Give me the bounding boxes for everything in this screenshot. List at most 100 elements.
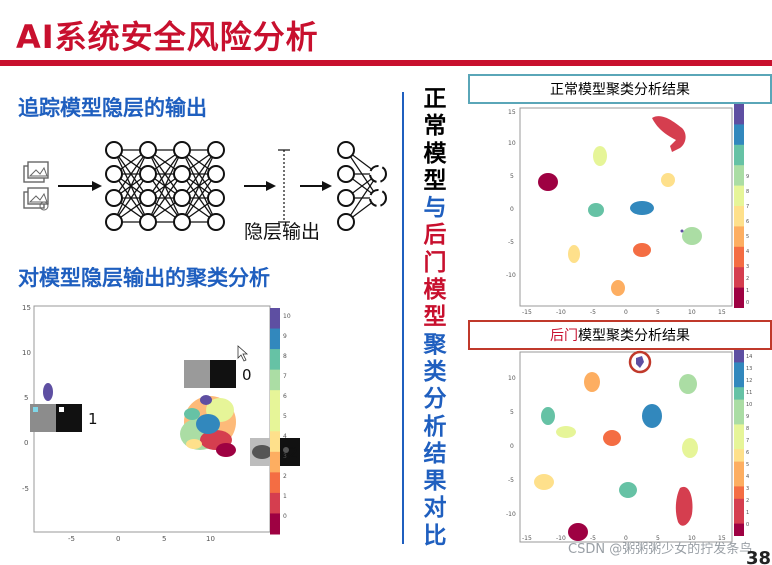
tick-label: 5 (746, 462, 749, 468)
network-node (105, 141, 123, 159)
image-stack-icon (23, 161, 49, 211)
tick-label: 0 (624, 535, 628, 542)
sample-thumbnails-0: 0 (184, 360, 252, 388)
tick-label: 2 (283, 473, 287, 480)
colorbar-segment (734, 486, 744, 500)
colorbar-segment (270, 492, 280, 514)
tick-label: 9 (746, 414, 749, 420)
tick-label: -5 (68, 535, 75, 543)
network-node (173, 213, 191, 231)
network-node (173, 165, 191, 183)
normal-result-label: 正常模型聚类分析结果 (468, 74, 772, 104)
subtitle-cluster-analysis: 对模型隐层输出的聚类分析 (18, 266, 270, 290)
tick-label: -5 (508, 239, 514, 246)
tick-label: 1 (746, 288, 749, 294)
tick-label: -15 (522, 535, 532, 542)
colorbar-segment (734, 424, 744, 438)
colorbar-segment (734, 144, 744, 166)
tick-label: 10 (688, 309, 696, 316)
tick-label: 5 (283, 413, 287, 420)
hidden-output-label: 隐层输出 (244, 221, 320, 243)
colorbar-segment (734, 436, 744, 450)
network-node (173, 141, 191, 159)
tick-label: 0 (746, 300, 749, 306)
backdoor-colorbar: 14 13 12 11 10 9 8 7 6 5 4 3 2 1 0 (734, 350, 752, 536)
network-edge (113, 149, 149, 223)
colorbar-segment (270, 431, 280, 453)
vtitle-char: 模 (423, 277, 447, 304)
left-y-ticks: 15 10 5 0 -5 (22, 304, 31, 493)
tick-label: 1 (746, 510, 749, 516)
normal-y-ticks: 15 10 5 0 -5 -10 (506, 109, 516, 279)
tick-label: 3 (283, 453, 287, 460)
tick-label: 4 (746, 474, 749, 480)
vtitle-char: 分 (423, 386, 447, 413)
tick-label: -5 (590, 535, 596, 542)
tick-label: -15 (522, 309, 532, 316)
tick-label: 10 (688, 535, 696, 542)
tick-label: -10 (556, 309, 566, 316)
colorbar-ticks: 9 8 7 6 5 4 3 2 1 0 (746, 174, 749, 306)
network-node (139, 165, 157, 183)
output-arrow (300, 181, 332, 191)
network-node (207, 165, 225, 183)
left-colorbar: 10 9 8 7 6 5 4 3 2 1 0 (270, 308, 291, 535)
network-edge (113, 173, 149, 223)
colorbar-segment (734, 124, 744, 146)
subtitle-trace-hidden-layer: 追踪模型隐层的输出 (18, 96, 207, 120)
vtitle-char: 对 (423, 495, 447, 522)
tick-label: 10 (508, 140, 516, 147)
colorbar-segment (270, 513, 280, 535)
tick-label: 6 (746, 219, 749, 225)
tick-label: -10 (556, 535, 566, 542)
page-number: 38 (746, 548, 772, 565)
tick-label: 15 (718, 309, 726, 316)
tick-label: -5 (508, 477, 514, 484)
colorbar-segment (734, 246, 744, 268)
cluster-main (180, 395, 236, 457)
tick-label: -5 (590, 309, 596, 316)
colorbar-segment (734, 523, 744, 536)
colorbar-segment (734, 412, 744, 425)
vtitle-char: 析 (423, 413, 447, 440)
tick-label: 3 (746, 486, 749, 492)
tick-label: 8 (746, 426, 749, 432)
colorbar-segment (270, 328, 280, 350)
tick-label: 2 (746, 276, 749, 282)
colorbar-segment (734, 387, 744, 401)
tick-label: 5 (510, 173, 514, 180)
colorbar-segment (734, 287, 744, 308)
output-node (369, 165, 387, 183)
colorbar-segment (270, 472, 280, 494)
tick-label: 7 (283, 373, 287, 380)
colorbar-segment (734, 165, 744, 187)
colorbar-segment (734, 350, 744, 363)
mouse-cursor-icon (237, 345, 249, 362)
tick-label: 0 (510, 206, 514, 213)
tick-label: 1 (283, 493, 287, 500)
network-node (337, 189, 355, 207)
tick-label: -10 (506, 272, 516, 279)
colorbar-segment (734, 206, 744, 227)
tick-label: 2 (746, 498, 749, 504)
network-edge (147, 149, 183, 223)
tick-label: 5 (746, 234, 749, 240)
left-cluster-plot: 15 10 5 0 -5 -5 0 5 10 1 0 (22, 304, 300, 543)
sample-thumbnails-1: 1 (30, 404, 98, 432)
network-edge (181, 173, 217, 223)
vtitle-char: 聚 (423, 331, 447, 358)
tick-label: 7 (746, 204, 749, 210)
tick-label: 6 (746, 450, 749, 456)
tick-label: 15 (22, 304, 31, 312)
network-node (139, 141, 157, 159)
vtitle-char: 正 (423, 86, 447, 112)
tick-label: 12 (746, 378, 752, 384)
tick-label: 10 (508, 375, 516, 382)
tick-label: 15 (718, 535, 726, 542)
tick-label: 8 (283, 353, 287, 360)
tick-label: 11 (746, 390, 752, 396)
colorbar-segment (734, 226, 744, 248)
colorbar-segment (734, 185, 744, 207)
tick-label: 4 (283, 433, 287, 440)
tick-label: 9 (283, 333, 287, 340)
